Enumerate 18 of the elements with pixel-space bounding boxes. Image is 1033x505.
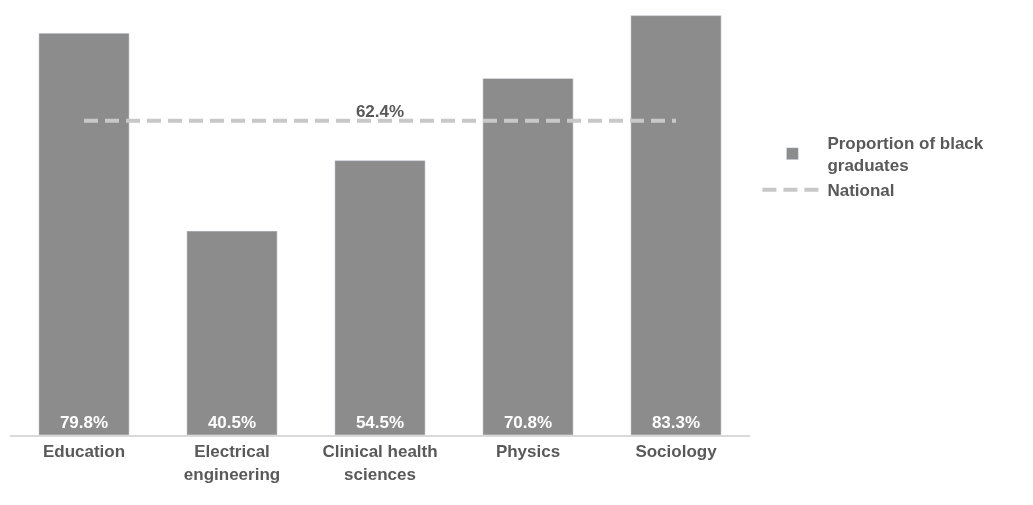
bar	[334, 160, 426, 435]
legend-label: Proportion of black graduates	[827, 134, 984, 176]
data-label: 83.3%	[651, 413, 701, 432]
bar	[186, 230, 278, 435]
bar	[482, 78, 574, 435]
x-tick-label: Education	[42, 442, 126, 462]
bar	[630, 15, 722, 435]
data-label: 62.4%	[355, 101, 405, 121]
data-label: 40.5%	[207, 413, 257, 432]
data-label: 54.5%	[355, 413, 405, 432]
bar	[38, 32, 130, 435]
x-tick-label: Physics	[495, 442, 561, 462]
x-tick-label: Sociology	[635, 442, 718, 462]
data-label: 70.8%	[503, 413, 553, 432]
x-tick-label: Clinical health sciences	[322, 442, 438, 484]
x-tick-label: Electrical engineering	[183, 442, 281, 484]
legend-label: National	[827, 181, 895, 201]
data-label: 79.8%	[59, 413, 109, 432]
